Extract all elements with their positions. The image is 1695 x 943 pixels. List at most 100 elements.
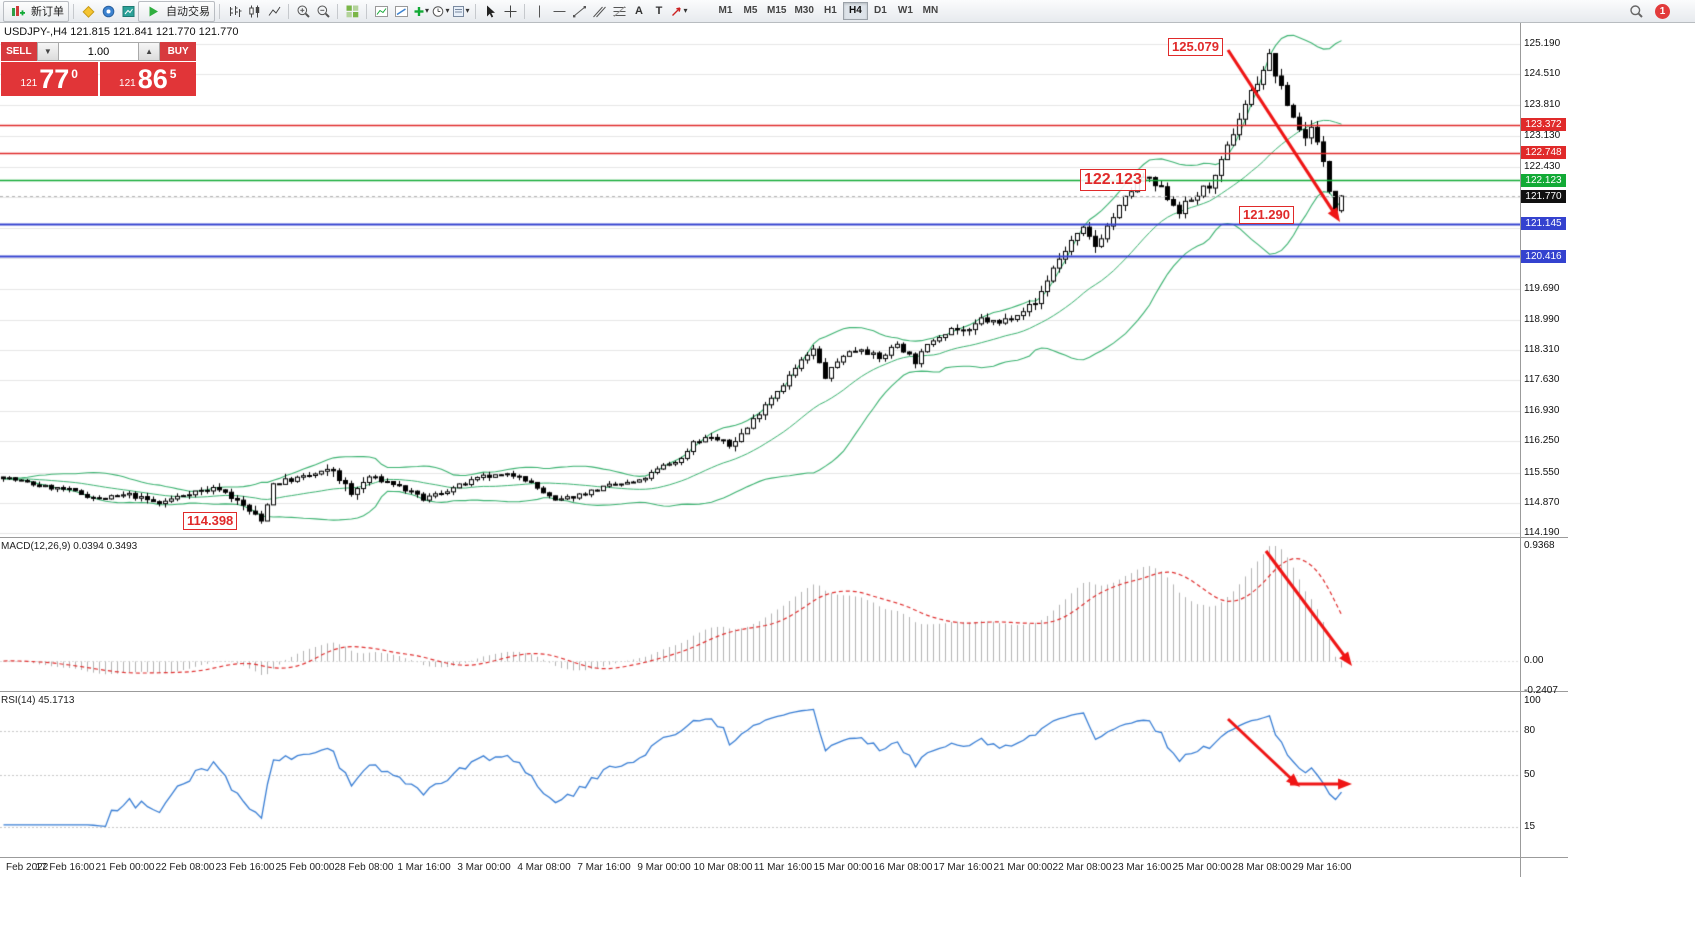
time-label: 15 Mar 00:00: [813, 862, 873, 873]
chart-title: USDJPY-,H4 121.815 121.841 121.770 121.7…: [4, 26, 239, 38]
price-label: 123.130: [1524, 129, 1561, 141]
buy-price-button[interactable]: 121 86 5: [99, 62, 196, 96]
text-tool-icon[interactable]: A: [635, 5, 643, 17]
macd-canvas[interactable]: [0, 539, 1520, 691]
label-tool-icon[interactable]: T: [655, 5, 663, 17]
sell-price-button[interactable]: 121 77 0: [1, 62, 98, 96]
sell-price-sup: 0: [71, 66, 78, 81]
time-label: 22 Feb 08:00: [155, 862, 215, 873]
macd-scale[interactable]: 0.9368 0.00 -0.2407: [1521, 539, 1568, 696]
timeframe-h4[interactable]: H4: [842, 2, 868, 20]
search-icon[interactable]: [1626, 2, 1646, 21]
price-annotation[interactable]: 122.123: [1080, 169, 1146, 191]
indicator-window-icon[interactable]: [391, 2, 411, 21]
chevron-down-icon: ▾: [683, 6, 688, 15]
timeframe-m1[interactable]: M1: [713, 2, 738, 20]
fibonacci-tool-icon[interactable]: [609, 2, 629, 21]
timeframe-m5[interactable]: M5: [738, 2, 763, 20]
price-label: 114.870: [1524, 496, 1560, 508]
chevron-down-icon: ▾: [445, 6, 450, 15]
new-order-label: 新订单: [31, 6, 64, 18]
timeframe-m30[interactable]: M30: [790, 2, 817, 20]
arrows-tool-dropdown[interactable]: ▾: [669, 2, 689, 21]
buy-price-sup: 5: [169, 66, 177, 81]
candlestick-icon[interactable]: [244, 2, 264, 21]
time-label: 23 Feb 16:00: [215, 862, 275, 873]
time-label: 28 Feb 08:00: [334, 862, 394, 873]
time-label: Feb 2022: [6, 862, 49, 873]
add-indicator-dropdown[interactable]: ▾: [411, 2, 431, 21]
price-label: 115.550: [1524, 466, 1560, 478]
panel-splitter[interactable]: [0, 537, 1568, 538]
one-click-trading-widget: SELL ▼ ▲ BUY 121 77 0 121 86 5: [1, 42, 196, 96]
panel-splitter[interactable]: [0, 691, 1568, 692]
price-annotation[interactable]: 125.079: [1168, 38, 1223, 57]
rsi-scale-label: 100: [1524, 695, 1541, 706]
timeframe-d1[interactable]: D1: [868, 2, 893, 20]
time-label: 21 Mar 00:00: [993, 862, 1053, 873]
autotrading-button[interactable]: 自动交易: [138, 0, 215, 22]
volume-increase-button[interactable]: ▲: [138, 42, 161, 61]
price-label: 116.250: [1524, 435, 1560, 447]
rsi-label: RSI(14) 45.1713: [1, 695, 75, 706]
bar-chart-icon[interactable]: [224, 2, 244, 21]
price-label: 116.930: [1524, 405, 1560, 417]
notification-badge[interactable]: 1: [1655, 3, 1670, 19]
time-axis[interactable]: Feb 2022 17 Feb 16:00 21 Feb 00:00 22 Feb 0…: [0, 858, 1568, 877]
time-label: 16 Mar 08:00: [873, 862, 933, 873]
channel-tool-icon[interactable]: [589, 2, 609, 21]
price-annotation[interactable]: 114.398: [183, 512, 238, 531]
time-label: 29 Mar 16:00: [1292, 862, 1352, 873]
vertical-line-tool-icon[interactable]: [529, 2, 549, 21]
time-label: 10 Mar 08:00: [693, 862, 753, 873]
chevron-down-icon: ▾: [424, 6, 429, 15]
line-chart-icon[interactable]: [264, 2, 284, 21]
price-annotation[interactable]: 121.290: [1239, 206, 1294, 225]
tile-windows-icon[interactable]: [342, 2, 362, 21]
cursor-icon[interactable]: [480, 2, 500, 21]
toolbar: 新订单 自动交易: [0, 0, 1695, 23]
timeframe-w1[interactable]: W1: [893, 2, 918, 20]
trendline-tool-icon[interactable]: [569, 2, 589, 21]
timeframe-h1[interactable]: H1: [818, 2, 843, 20]
metaeditor-icon[interactable]: [78, 2, 98, 21]
price-badge: 123.372: [1521, 118, 1566, 132]
time-label: 17 Mar 16:00: [933, 862, 993, 873]
zoom-out-icon[interactable]: [313, 2, 333, 21]
price-label: 117.630: [1524, 374, 1560, 386]
buy-button[interactable]: BUY: [160, 42, 196, 61]
timeframe-mn[interactable]: MN: [918, 2, 943, 20]
options-icon[interactable]: [98, 2, 118, 21]
toolbar-separator: [475, 3, 476, 19]
buy-price-prefix: 121: [119, 78, 136, 89]
main-chart-canvas[interactable]: [0, 22, 1520, 537]
time-label: 9 Mar 00:00: [637, 862, 691, 873]
price-scale[interactable]: 125.190 124.510 123.810 123.130 122.430 119.6…: [1521, 22, 1568, 858]
new-order-button[interactable]: 新订单: [3, 0, 69, 22]
chevron-down-icon: ▾: [465, 6, 470, 15]
indicators-icon[interactable]: [371, 2, 391, 21]
time-label: 4 Mar 08:00: [517, 862, 571, 873]
horizontal-line-tool-icon[interactable]: [549, 2, 569, 21]
price-label: 119.690: [1524, 282, 1560, 294]
period-dropdown[interactable]: ▾: [431, 2, 451, 21]
time-label: 25 Feb 00:00: [275, 862, 335, 873]
volume-input[interactable]: [59, 42, 138, 61]
autotrading-label: 自动交易: [166, 6, 210, 18]
rsi-scale[interactable]: 100 80 50 15: [1521, 693, 1568, 857]
time-label: 7 Mar 16:00: [577, 862, 631, 873]
volume-decrease-button[interactable]: ▼: [36, 42, 59, 61]
price-label: 122.430: [1524, 160, 1561, 172]
price-label: 124.510: [1524, 68, 1561, 80]
market-watch-icon[interactable]: [118, 2, 138, 21]
price-badge: 122.123: [1521, 173, 1566, 187]
zoom-in-icon[interactable]: [293, 2, 313, 21]
crosshair-icon[interactable]: [500, 2, 520, 21]
toolbar-right-group: 1: [1626, 2, 1670, 21]
sell-price-prefix: 121: [20, 78, 38, 89]
rsi-canvas[interactable]: [0, 693, 1520, 857]
templates-dropdown[interactable]: ▾: [451, 2, 471, 21]
timeframe-m15[interactable]: M15: [763, 2, 790, 20]
sell-button[interactable]: SELL: [1, 42, 37, 61]
